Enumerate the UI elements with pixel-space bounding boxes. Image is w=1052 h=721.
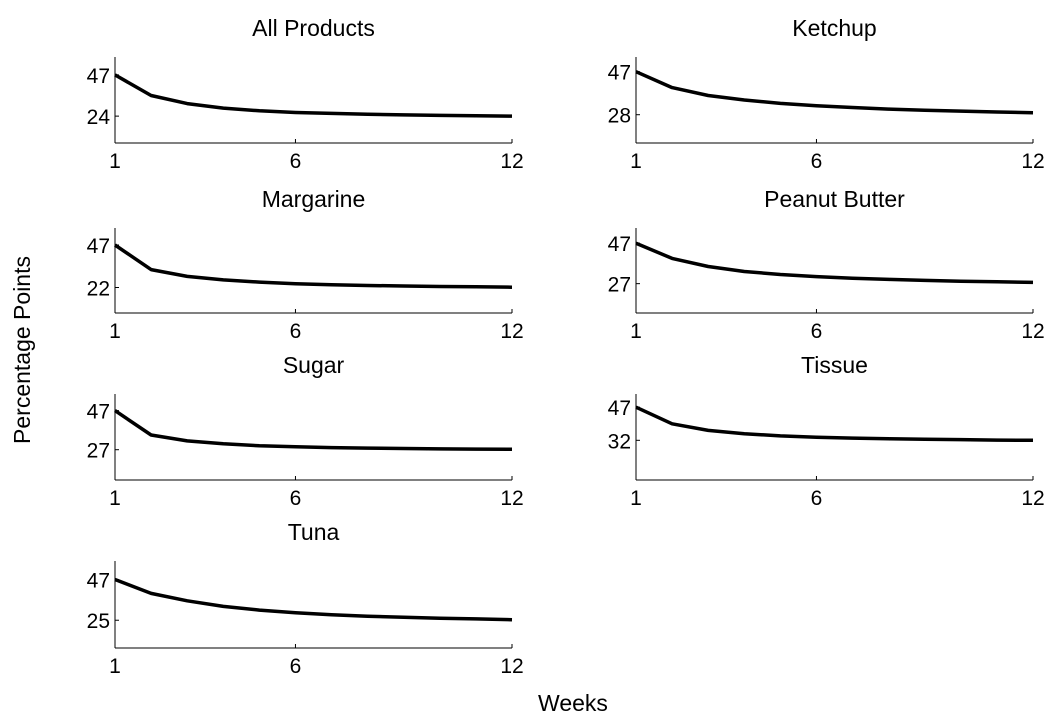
x-tick-label: 6	[811, 150, 823, 173]
x-tick-label: 12	[1021, 487, 1044, 510]
x-tick-label: 6	[811, 487, 823, 510]
x-tick-label: 12	[500, 320, 523, 343]
y-tick-label: 27	[87, 440, 110, 463]
series-line	[114, 577, 513, 622]
series-line	[635, 405, 1034, 443]
y-tick-label: 32	[608, 430, 631, 453]
y-tick-label: 47	[87, 65, 110, 88]
x-tick-label: 1	[109, 150, 121, 173]
x-tick-label: 12	[500, 150, 523, 173]
chart-panel: Peanut Butter 1 6 12 27 47	[608, 186, 1045, 343]
series-line	[114, 73, 513, 118]
x-tick-label: 6	[811, 320, 823, 343]
series-line	[635, 70, 1034, 115]
x-tick-label: 1	[630, 320, 642, 343]
chart-panel: Ketchup 1 6 12 28 47	[608, 15, 1045, 173]
chart-panel: Tuna 1 6 12 25 47	[87, 519, 524, 678]
x-tick-label: 6	[290, 320, 302, 343]
panel-title: Ketchup	[792, 15, 876, 41]
y-tick-label: 47	[608, 233, 631, 256]
series-line	[114, 243, 513, 289]
panel-title: Margarine	[262, 186, 366, 212]
x-tick-label: 1	[109, 320, 121, 343]
series-line	[635, 241, 1034, 285]
y-tick-label: 25	[87, 610, 110, 633]
y-tick-label: 47	[87, 570, 110, 593]
y-tick-label: 47	[608, 62, 631, 85]
y-tick-label: 22	[87, 278, 110, 301]
x-axis-title: Weeks	[538, 690, 608, 716]
y-tick-label: 24	[87, 106, 111, 129]
x-tick-label: 12	[500, 655, 523, 678]
y-axis-title: Percentage Points	[9, 256, 35, 444]
chart-panel: Tissue 1 6 12 32 47	[608, 352, 1045, 510]
chart-panel: Margarine 1 6 12 22 47	[87, 186, 524, 343]
y-tick-label: 47	[87, 235, 110, 258]
y-tick-label: 47	[608, 397, 631, 420]
panel-title: Peanut Butter	[764, 186, 905, 212]
x-tick-label: 1	[630, 150, 642, 173]
x-tick-label: 1	[109, 487, 121, 510]
panel-title: Tissue	[801, 352, 868, 378]
panel-title: Tuna	[288, 519, 340, 545]
x-tick-label: 1	[630, 487, 642, 510]
y-tick-label: 27	[608, 274, 631, 297]
y-tick-label: 28	[608, 105, 631, 128]
x-tick-label: 12	[1021, 150, 1044, 173]
panel-title: All Products	[252, 15, 375, 41]
x-tick-label: 6	[290, 487, 302, 510]
x-tick-label: 6	[290, 655, 302, 678]
x-tick-label: 6	[290, 150, 302, 173]
series-line	[114, 409, 513, 452]
x-tick-label: 12	[500, 487, 523, 510]
x-tick-label: 12	[1021, 320, 1044, 343]
panel-title: Sugar	[283, 352, 345, 378]
chart-panel: Sugar 1 6 12 27 47	[87, 352, 524, 510]
x-tick-label: 1	[109, 655, 121, 678]
y-tick-label: 47	[87, 401, 110, 424]
chart-panel: All Products 1 6 12 24 47	[87, 15, 524, 173]
